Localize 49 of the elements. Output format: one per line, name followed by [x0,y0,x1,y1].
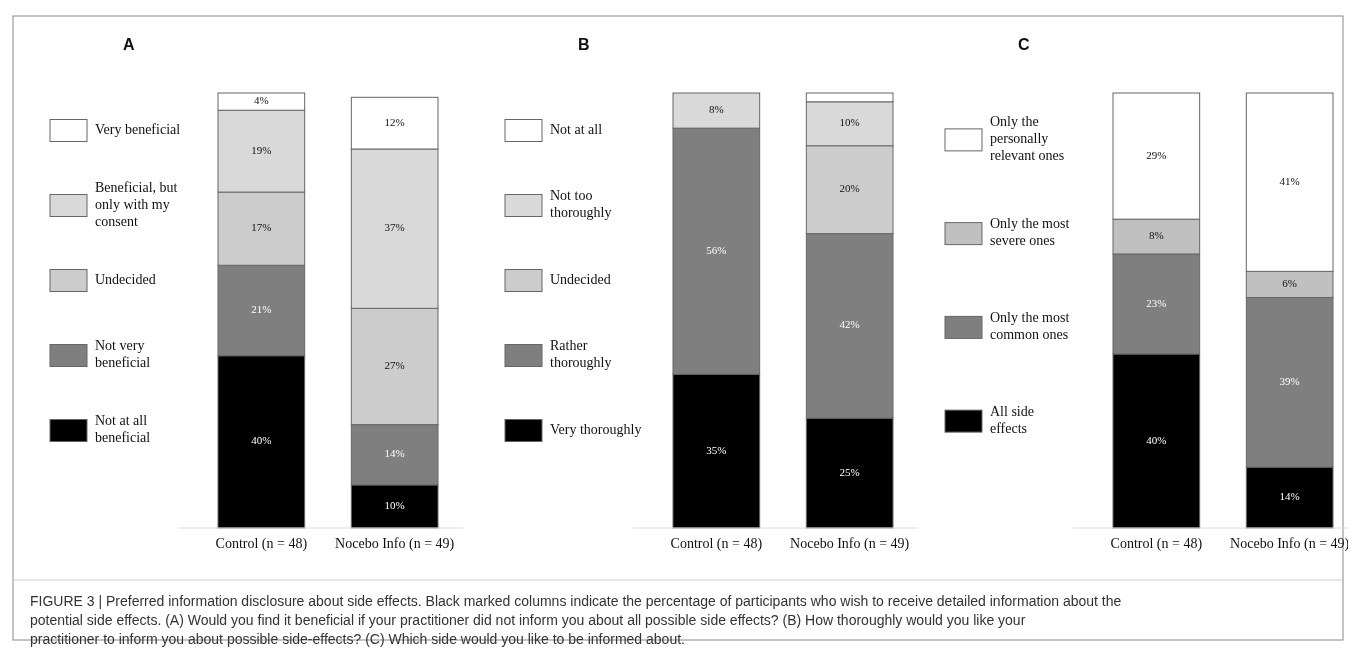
data-label: 8% [709,103,724,116]
data-label: 21% [251,303,272,316]
caption: FIGURE 3 | Preferred information disclosure about side effects. Black marked columns indicate the percentage of participants who wish to receive detailed information about the potential side effects. (A) Would you find it beneficial if your practitioner did not inform you about all possible side effects? (B) How thoroughly would you like your practitioner to inform you about possible side-effects? (C) Which side would you like to be informed about. [30,593,1122,647]
data-label: 37% [384,221,405,234]
data-label: 41% [1279,174,1300,187]
x-tick-label: Control (n = 48) [670,536,763,552]
data-label: 27% [384,359,405,372]
legend-label: Only the most common ones [990,310,1070,343]
data-label: 40% [1146,433,1167,446]
legend-label: Not very beneficial [95,338,151,371]
x-tick-label: Control (n = 48) [215,536,308,552]
data-label: 4% [254,94,269,107]
data-label: 39% [1279,374,1300,387]
data-label: 17% [251,221,272,234]
data-label: 35% [706,443,727,456]
x-tick-label: Nocebo Info (n = 49) [790,536,910,552]
data-label: 20% [839,182,860,195]
legend-label: Very thoroughly [550,421,642,437]
legend-label: Not at all [550,121,603,137]
data-label: 23% [1146,296,1167,309]
data-label: 8% [1149,229,1164,242]
data-label: 25% [839,465,860,478]
data-label: 12% [384,115,405,128]
legend-label: Only the most severe ones [990,216,1070,249]
x-tick-label: Control (n = 48) [1110,536,1203,552]
legend-label: Undecided [550,271,611,287]
x-tick-label: Nocebo Info (n = 49) [1230,536,1350,552]
data-label: 14% [384,447,405,460]
data-label: 56% [706,243,727,256]
legend-label: Undecided [95,271,156,287]
legend-label: Rather thoroughly [550,338,612,371]
data-label: 14% [1279,490,1300,503]
data-label: 10% [839,116,860,129]
legend-label: Beneficial, but only with my consent [95,179,178,229]
data-label: 10% [384,499,405,511]
data-label: 19% [251,143,272,156]
legend-label: Very beneficial [95,121,181,137]
data-label: 29% [1146,148,1167,161]
legend-label: All side effects [990,403,1034,436]
chart-title: C [1018,36,1030,53]
data-label: 40% [251,434,272,447]
legend-label: Not at all beneficial [95,413,151,446]
data-label: 42% [839,318,860,331]
x-tick-label: Nocebo Info (n = 49) [335,536,455,552]
legend-label: Not too thoroughly [550,188,612,221]
chart-title: A [123,36,135,53]
chart-title: B [578,36,590,53]
legend-label: Only the personally relevant ones [990,114,1065,164]
data-label: 6% [1282,276,1297,289]
